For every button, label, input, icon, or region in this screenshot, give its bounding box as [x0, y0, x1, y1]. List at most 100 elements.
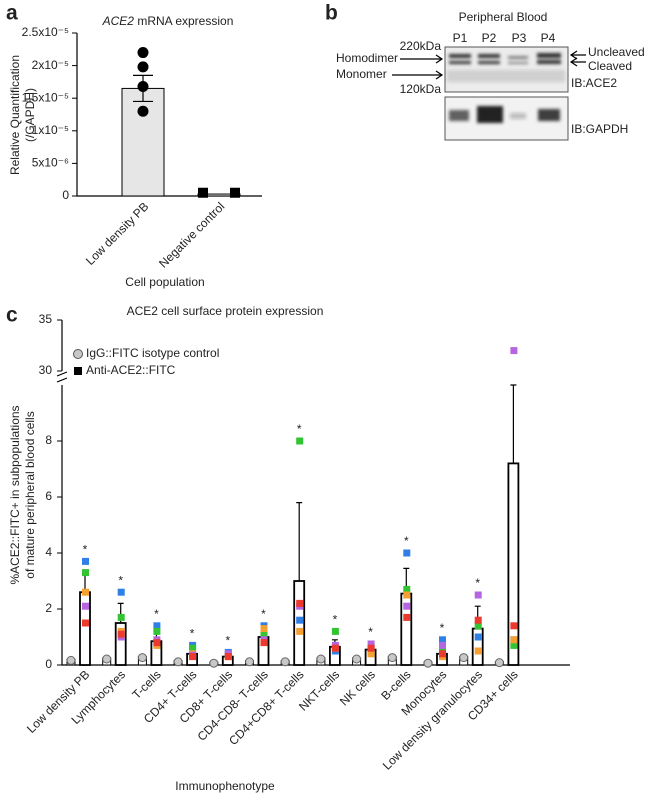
- significance: *: [225, 634, 230, 648]
- y-tick-label: 1x10⁻⁵: [32, 123, 69, 137]
- significance: *: [297, 422, 302, 436]
- data-point: [245, 657, 254, 667]
- data-point: [260, 639, 268, 647]
- data-point: [439, 641, 446, 649]
- y-axis-label: %ACE2::FITC+ in subpopulations: [8, 405, 22, 584]
- data-point: [296, 437, 304, 445]
- data-point: [367, 640, 375, 648]
- axis-break: [56, 371, 68, 383]
- band-label: Uncleaved: [588, 45, 645, 59]
- data-point: [137, 61, 149, 73]
- data-point: [82, 569, 89, 577]
- error-bar: [510, 384, 517, 464]
- significance: *: [118, 573, 123, 587]
- data-point: [439, 650, 446, 658]
- y-tick-label: 2x10⁻⁵: [32, 58, 69, 72]
- data-point: [494, 658, 504, 668]
- data-point: [117, 613, 125, 621]
- probe-label: IB:ACE2: [571, 76, 617, 90]
- blot: Peripheral Blood P1 P2 P3 P4 220kDa 120k…: [336, 10, 645, 141]
- lane-label: P1: [453, 31, 468, 45]
- data-point: [137, 105, 149, 117]
- y-tick-label: 35: [39, 312, 53, 326]
- band-label: Monomer: [336, 67, 387, 81]
- data-point: [474, 622, 482, 630]
- x-tick-label: Negative control: [156, 199, 227, 270]
- data-point: [82, 602, 89, 610]
- y-axis-label: of mature peripheral blood cells: [23, 411, 37, 578]
- y-tick-label: 8: [45, 433, 52, 447]
- arrow: [392, 54, 444, 80]
- data-point: [403, 613, 411, 621]
- blot-title: Peripheral Blood: [459, 10, 548, 24]
- data-point: [296, 616, 304, 624]
- data-point: [510, 636, 518, 644]
- panel-label: c: [6, 304, 18, 327]
- x-tick-label: Low density PB: [83, 199, 151, 267]
- band-label: Cleaved: [588, 59, 632, 73]
- chart-title: ACE2 mRNA expression: [102, 14, 234, 28]
- band-label: Homodimer: [336, 51, 398, 65]
- significance: *: [440, 621, 445, 635]
- x-axis-label: Immunophenotype: [175, 779, 275, 793]
- data-point: [260, 630, 268, 638]
- y-tick-label: 0: [62, 188, 69, 202]
- data-point: [137, 47, 149, 59]
- significance: *: [368, 625, 373, 639]
- legend-marker: [74, 367, 82, 375]
- lane-label: P2: [482, 31, 497, 45]
- data-point: [137, 80, 149, 92]
- error-bar: [296, 502, 303, 581]
- y-tick-label: 2: [45, 601, 52, 615]
- data-point: [66, 655, 76, 665]
- data-point: [198, 187, 208, 198]
- y-tick-label: 1.5x10⁻⁵: [22, 90, 69, 104]
- data-point: [153, 622, 161, 630]
- data-point: [352, 654, 362, 664]
- data-point: [137, 653, 147, 663]
- x-tick-label: T-cells: [129, 667, 163, 701]
- data-point: [331, 644, 339, 652]
- y-axis-label: (/GAPDH): [23, 88, 37, 142]
- title-text: mRNA expression: [137, 14, 233, 28]
- data-point: [474, 633, 482, 641]
- data-point: [474, 616, 482, 624]
- chart-title: ACE2 cell surface protein expression: [127, 304, 324, 318]
- legend-label: IgG::FITC isotype control: [86, 346, 219, 360]
- significance: *: [475, 576, 480, 590]
- data-point: [459, 653, 469, 663]
- y-tick-label: 0: [45, 657, 52, 671]
- data-point: [403, 602, 411, 610]
- significance: *: [83, 543, 88, 557]
- significance: *: [404, 534, 409, 548]
- data-point: [367, 650, 375, 658]
- data-point: [296, 599, 304, 607]
- data-point: [403, 549, 411, 557]
- y-axis-label: Relative Quantification: [8, 55, 22, 175]
- data-point: [189, 653, 197, 661]
- data-point: [153, 627, 161, 635]
- gene: ACE2: [102, 14, 135, 28]
- axis: [76, 33, 262, 197]
- lane-label: P3: [512, 31, 527, 45]
- y-tick-label: 5x10⁻⁶: [32, 156, 69, 170]
- data-point: [82, 619, 89, 627]
- bar: [121, 87, 165, 197]
- data-point: [102, 654, 112, 664]
- data-point: [189, 644, 197, 652]
- data-point: [296, 627, 304, 635]
- bands: [449, 106, 560, 123]
- data-point: [510, 622, 518, 630]
- data-point: [316, 654, 326, 664]
- lane-label: P4: [541, 31, 556, 45]
- y-tick-label: 6: [45, 489, 52, 503]
- legend-marker: [73, 349, 83, 359]
- y-tick-label: 4: [45, 545, 52, 559]
- data-point: [387, 653, 397, 663]
- probe-label: IB:GAPDH: [571, 122, 628, 136]
- data-point: [209, 658, 219, 668]
- y-tick-label: 2.5x10⁻⁵: [22, 25, 69, 39]
- data-point: [510, 347, 518, 355]
- data-point: [439, 636, 446, 644]
